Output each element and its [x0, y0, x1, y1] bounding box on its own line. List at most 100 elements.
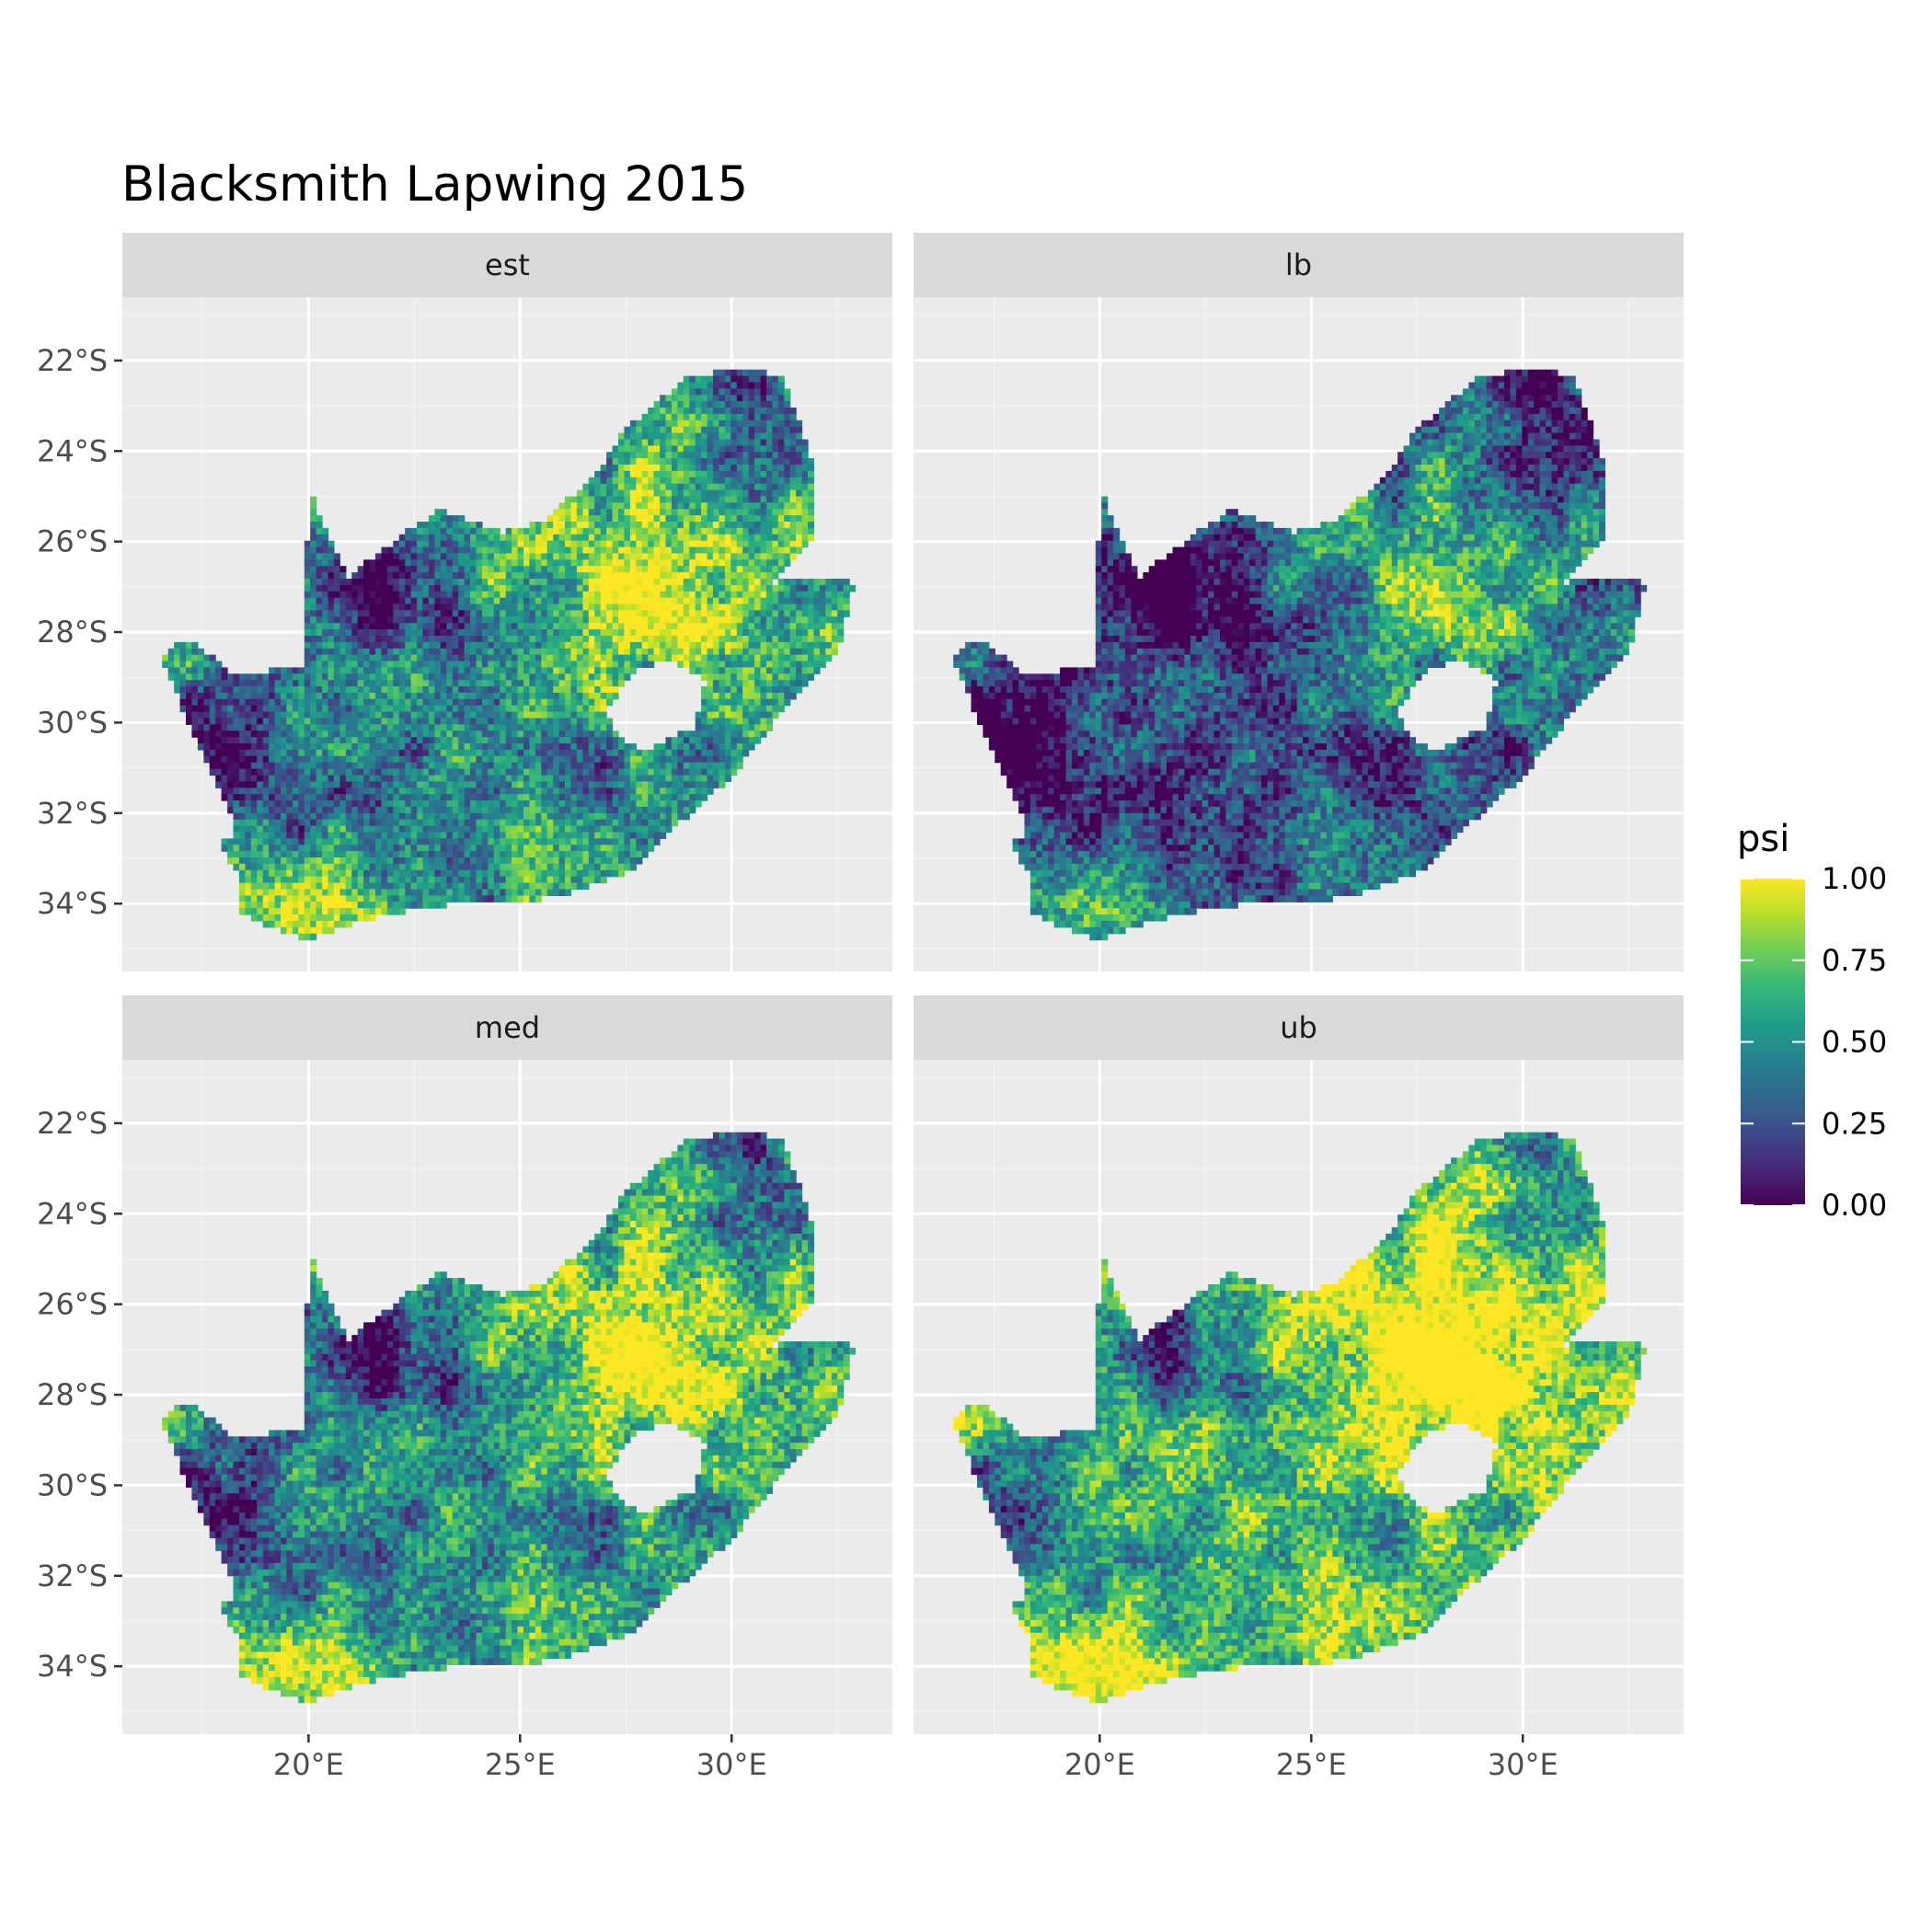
raster-cell — [612, 673, 619, 681]
raster-cell — [660, 477, 667, 485]
raster-cell — [381, 636, 388, 643]
raster-cell — [653, 527, 661, 535]
raster-cell — [298, 693, 305, 700]
raster-cell — [274, 698, 282, 707]
raster-cell — [500, 566, 507, 573]
raster-cell — [351, 781, 359, 788]
raster-cell — [719, 680, 726, 687]
raster-cell — [529, 579, 536, 586]
raster-cell — [310, 572, 317, 580]
raster-cell — [351, 597, 359, 605]
raster-cell — [701, 375, 708, 384]
raster-cell — [648, 623, 655, 630]
raster-cell — [481, 800, 489, 808]
raster-cell — [345, 825, 352, 834]
raster-cell — [701, 762, 708, 770]
raster-cell — [381, 755, 388, 764]
raster-cell — [629, 781, 637, 788]
raster-cell — [808, 489, 815, 498]
raster-cell — [298, 819, 305, 827]
raster-cell — [452, 604, 459, 611]
raster-cell — [386, 636, 394, 643]
raster-cell — [558, 579, 566, 586]
raster-cell — [417, 584, 424, 592]
raster-cell — [488, 673, 495, 681]
raster-cell — [766, 623, 774, 630]
raster-cell — [316, 623, 323, 630]
raster-cell — [523, 755, 531, 764]
raster-cell — [624, 470, 631, 478]
raster-cell — [233, 794, 240, 801]
raster-cell — [724, 623, 731, 630]
raster-cell — [328, 806, 335, 814]
raster-cell — [618, 483, 626, 491]
raster-cell — [808, 584, 815, 592]
raster-cell — [713, 641, 720, 650]
raster-cell — [429, 515, 436, 523]
raster-cell — [754, 477, 762, 485]
raster-cell — [701, 458, 708, 466]
raster-cell — [434, 509, 442, 516]
raster-cell — [470, 686, 477, 694]
raster-cell — [493, 806, 500, 814]
raster-cell — [440, 775, 447, 782]
raster-cell — [186, 711, 193, 719]
raster-cell — [766, 408, 774, 415]
raster-cell — [422, 527, 430, 535]
raster-cell — [464, 812, 471, 821]
raster-cell — [292, 825, 299, 834]
raster-cell — [512, 762, 519, 770]
raster-cell — [357, 579, 364, 586]
raster-cell — [618, 591, 626, 599]
raster-cell — [529, 623, 536, 630]
raster-cell — [398, 559, 406, 567]
raster-cell — [665, 566, 673, 573]
raster-cell — [517, 693, 524, 700]
raster-cell — [618, 781, 626, 788]
raster-cell — [221, 781, 228, 788]
raster-cell — [772, 711, 779, 719]
raster-cell — [363, 604, 371, 611]
raster-cell — [695, 724, 702, 731]
raster-cell — [683, 553, 690, 560]
raster-cell — [553, 693, 560, 700]
raster-cell — [724, 730, 731, 738]
raster-cell — [339, 597, 347, 605]
raster-cell — [570, 705, 578, 713]
raster-cell — [606, 522, 614, 529]
raster-cell — [724, 408, 731, 415]
raster-cell — [624, 743, 631, 751]
raster-cell — [304, 661, 311, 668]
raster-cell — [653, 489, 661, 498]
raster-cell — [381, 711, 388, 719]
raster-cell — [322, 680, 329, 687]
raster-cell — [742, 408, 750, 415]
raster-cell — [535, 749, 542, 757]
raster-cell — [677, 483, 684, 491]
raster-cell — [660, 794, 667, 801]
raster-cell — [286, 680, 293, 687]
raster-cell — [641, 641, 649, 650]
raster-cell — [345, 686, 352, 694]
raster-cell — [719, 616, 726, 624]
raster-cell — [570, 800, 578, 808]
raster-cell — [636, 604, 643, 611]
raster-cell — [606, 718, 614, 725]
raster-cell — [713, 401, 720, 408]
raster-cell — [363, 825, 371, 834]
raster-cell — [493, 648, 500, 656]
raster-cell — [558, 566, 566, 573]
raster-cell — [754, 705, 762, 713]
raster-cell — [405, 667, 412, 674]
raster-cell — [629, 420, 637, 428]
raster-cell — [719, 711, 726, 719]
raster-cell — [464, 522, 471, 529]
raster-cell — [730, 680, 738, 687]
raster-cell — [719, 509, 726, 516]
raster-cell — [624, 673, 631, 681]
raster-cell — [724, 509, 731, 516]
raster-cell — [789, 616, 797, 624]
raster-cell — [713, 522, 720, 529]
raster-cell — [695, 401, 702, 408]
raster-cell — [606, 749, 614, 757]
